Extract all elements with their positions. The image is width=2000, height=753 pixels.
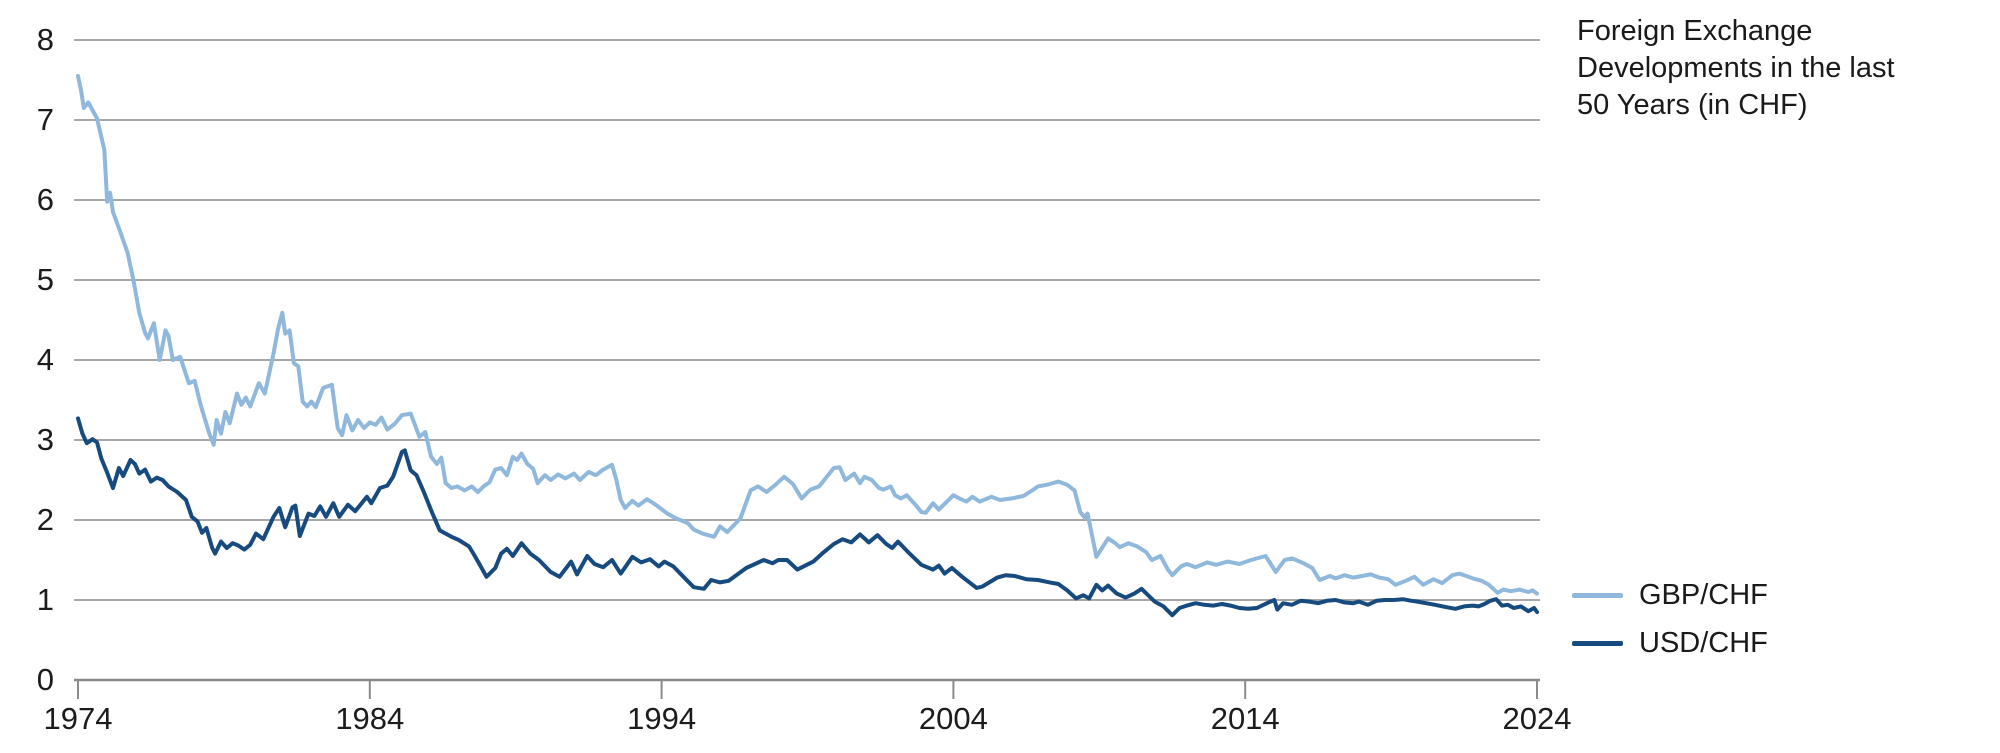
- x-tick-label-2004: 2004: [918, 701, 988, 736]
- x-tick-label-2024: 2024: [1502, 701, 1572, 736]
- y-tick-label-7: 7: [36, 102, 54, 137]
- y-tick-label-2: 2: [36, 502, 54, 537]
- legend-label-usdchf: USD/CHF: [1639, 627, 1768, 659]
- legend-label-gbpchf: GBP/CHF: [1639, 579, 1768, 611]
- usd-line-swatch-icon: [1572, 641, 1623, 646]
- y-tick-label-4: 4: [36, 342, 54, 377]
- x-tick-label-1994: 1994: [627, 701, 697, 736]
- x-tick-label-1974: 1974: [43, 701, 113, 736]
- series-line-gbpchf: [76, 74, 1539, 596]
- x-tick-label-1984: 1984: [335, 701, 405, 736]
- gbp-line-swatch-icon: [1572, 593, 1623, 598]
- y-tick-label-6: 6: [36, 182, 54, 217]
- legend-item-usdchf: USD/CHF: [1572, 627, 1992, 660]
- chart-title-line-2: Developments in the last: [1577, 52, 1895, 84]
- chart-title: Foreign Exchange Developments in the las…: [1577, 13, 1977, 124]
- legend-item-gbpchf: GBP/CHF: [1572, 579, 1992, 612]
- y-tick-label-5: 5: [36, 262, 54, 297]
- series-line-usdchf: [76, 416, 1539, 618]
- chart-title-line-1: Foreign Exchange: [1577, 15, 1813, 47]
- x-tick-label-2014: 2014: [1210, 701, 1280, 736]
- y-tick-label-3: 3: [36, 422, 54, 457]
- y-tick-label-1: 1: [36, 582, 54, 617]
- y-tick-label-8: 8: [36, 22, 54, 57]
- legend: GBP/CHF USD/CHF: [1572, 579, 1992, 675]
- chart-title-line-3: 50 Years (in CHF): [1577, 89, 1808, 121]
- y-tick-label-0: 0: [36, 662, 54, 697]
